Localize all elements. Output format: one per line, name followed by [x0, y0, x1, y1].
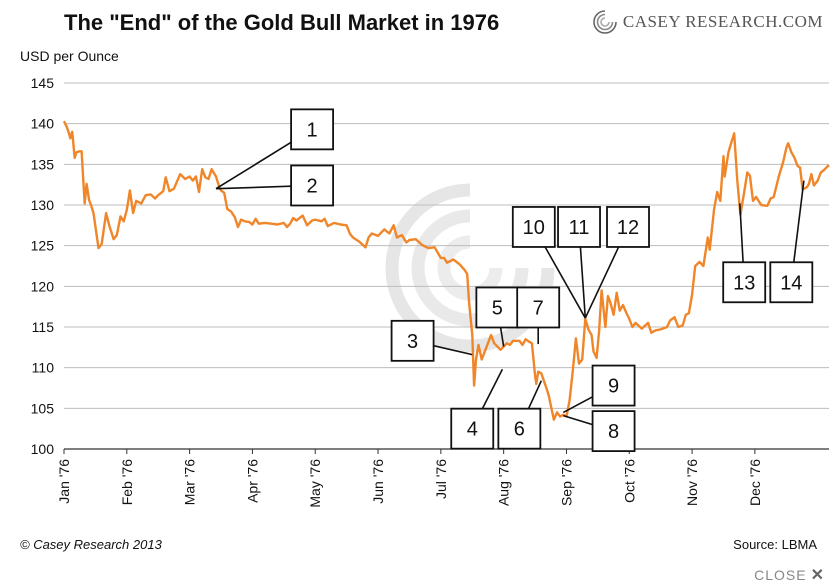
annotation-leader — [792, 180, 805, 263]
annotation-label: 7 — [533, 297, 544, 319]
x-tick-label: Nov '76 — [684, 459, 700, 506]
annotation-box — [722, 261, 767, 304]
annotation-box — [475, 286, 520, 329]
brand-text: CASEY RESEARCH.COM — [622, 12, 823, 31]
annotation-leader — [433, 344, 473, 356]
close-label: CLOSE — [754, 567, 807, 583]
annotation-leader — [579, 246, 587, 319]
x-tick-label: Aug '76 — [496, 459, 512, 506]
y-axis-label: USD per Ounce — [20, 48, 119, 64]
x-tick-label: Mar '76 — [182, 459, 198, 505]
annotation-leader — [739, 203, 744, 263]
annotation-label: 6 — [514, 419, 525, 441]
annotation-leader — [527, 380, 543, 409]
annotation-label: 5 — [492, 297, 503, 319]
annotation-box — [450, 407, 495, 450]
annotation-label: 11 — [569, 217, 590, 239]
annotation-box — [497, 407, 542, 450]
annotation-leader — [499, 327, 505, 347]
y-tick-labels: 100 105 110 115 120 125 130 135 140 145 — [31, 75, 55, 457]
annotation-label: 8 — [608, 421, 619, 443]
y-tick-label: 120 — [31, 278, 55, 294]
annotation-leader — [562, 396, 593, 414]
annotation-box — [557, 206, 601, 248]
annotation-label: 1 — [307, 119, 318, 141]
annotation-box — [591, 410, 636, 453]
x-tick-label: Jan '76 — [56, 459, 72, 504]
annotation-leader — [215, 185, 292, 190]
y-tick-label: 100 — [31, 441, 55, 457]
x-tick-label: May '76 — [307, 459, 323, 508]
annotation-box — [290, 164, 334, 207]
x-tick-label: Sep '76 — [558, 459, 574, 506]
annotation-box — [591, 364, 636, 407]
gridlines — [64, 82, 829, 450]
casey-research-logo-icon — [593, 10, 617, 34]
annotation-leader — [215, 141, 292, 190]
gold-price-line — [62, 120, 830, 421]
x-tick-label: Apr '76 — [244, 459, 260, 503]
y-tick-label: 140 — [31, 116, 55, 132]
y-tick-label: 145 — [31, 75, 55, 91]
annotation-box — [769, 261, 814, 304]
y-tick-label: 105 — [31, 400, 55, 416]
x-tick-label: Dec '76 — [747, 459, 763, 506]
y-tick-label: 110 — [32, 360, 55, 376]
x-tick-label: Jul '76 — [433, 459, 449, 499]
y-tick-label: 130 — [31, 197, 55, 213]
y-tick-label: 135 — [31, 156, 55, 172]
annotation-box — [516, 286, 561, 329]
x-tick-label: Feb '76 — [119, 459, 135, 505]
x-tick-labels: Jan '76 Feb '76 Mar '76 Apr '76 May '76 Jun '… — [56, 449, 763, 508]
annotation-label: 4 — [467, 419, 478, 441]
annotation-box — [511, 206, 556, 248]
annotation-leader — [584, 246, 620, 319]
close-button[interactable]: CLOSE ✕ — [754, 565, 825, 585]
annotation-label: 9 — [608, 376, 619, 398]
annotation-leader — [481, 368, 504, 410]
annotation-label: 13 — [733, 272, 755, 294]
y-tick-label: 115 — [32, 319, 55, 335]
copyright-note: © Casey Research 2013 — [20, 537, 162, 552]
annotation-box — [390, 319, 435, 362]
annotation-box — [606, 206, 650, 248]
chart-title: The "End" of the Gold Bull Market in 197… — [64, 10, 500, 35]
annotation-label: 12 — [617, 217, 639, 239]
annotation-leader — [563, 414, 593, 426]
annotation-label: 2 — [307, 175, 318, 197]
annotation-label: 3 — [407, 331, 418, 353]
source-note: Source: LBMA — [733, 537, 817, 552]
annotation-label: 10 — [523, 217, 545, 239]
close-icon: ✕ — [810, 567, 825, 584]
y-tick-label: 125 — [31, 238, 55, 254]
annotation-box — [290, 108, 334, 151]
x-tick-label: Jun '76 — [370, 459, 386, 504]
annotation-label: 14 — [780, 272, 802, 294]
brand-logo: CASEY RESEARCH.COM — [593, 10, 823, 34]
annotation-leader — [544, 246, 587, 319]
x-tick-label: Oct '76 — [621, 459, 637, 503]
